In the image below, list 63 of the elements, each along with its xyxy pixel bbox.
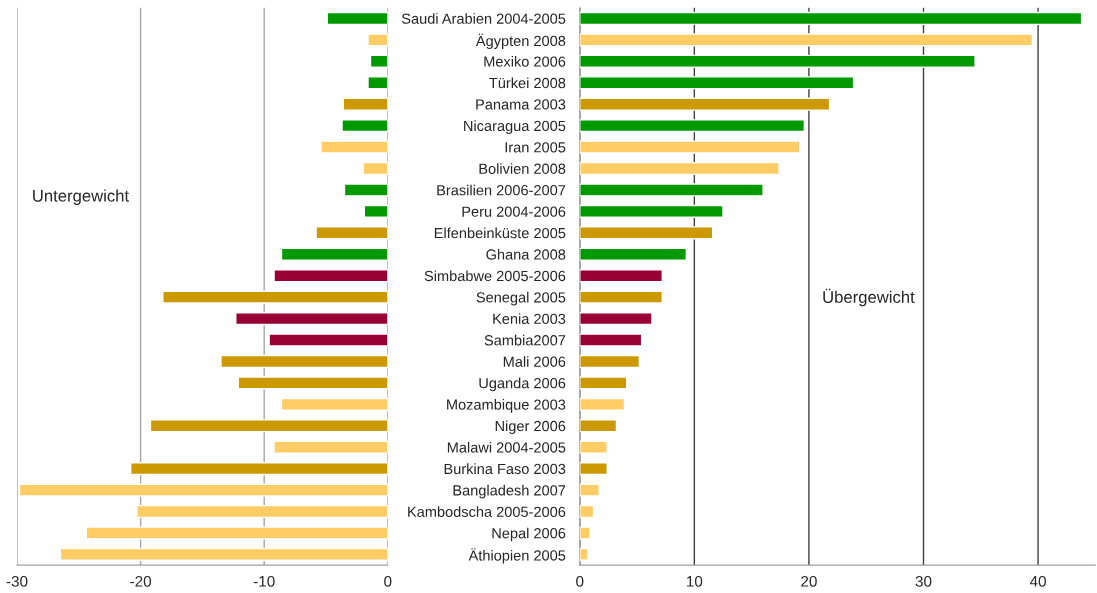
x-tick-label: -30 <box>6 575 28 587</box>
bar <box>579 440 608 454</box>
x-tick-label: -20 <box>130 575 152 587</box>
bar <box>579 269 663 283</box>
bar <box>579 247 688 261</box>
y-tick-label: Ägypten 2008 <box>475 33 566 49</box>
y-tick-label: Kambodscha 2005-2006 <box>408 506 566 517</box>
bar <box>579 183 764 197</box>
bar <box>579 333 643 347</box>
bar <box>579 11 1083 26</box>
y-tick-label: Bolivien 2008 <box>479 163 566 174</box>
y-tick-label: Kenia 2003 <box>493 313 566 325</box>
y-tick-label: Niger 2006 <box>495 420 566 435</box>
y-tick-label: Ghana 2008 <box>486 248 566 260</box>
bar <box>579 397 626 411</box>
bar <box>579 526 591 540</box>
y-tick-label: Simbabwe 2005-2006 <box>424 270 566 282</box>
bar <box>579 504 595 519</box>
bar <box>579 119 806 133</box>
x-tick-label: 30 <box>915 575 932 587</box>
y-tick-label: Nicaragua 2005 <box>464 120 566 134</box>
y-tick-label: Mozambique 2003 <box>447 399 566 413</box>
y-tick-label: Türkei 2008 <box>489 77 566 89</box>
x-tick-label: -10 <box>253 575 275 587</box>
bar <box>579 226 714 240</box>
bar <box>579 290 663 304</box>
bar <box>579 76 855 90</box>
bar <box>579 462 608 476</box>
bar <box>579 97 831 111</box>
y-tick-label: Senegal 2005 <box>476 291 566 306</box>
y-tick-label: Äthiopien 2005 <box>468 548 566 564</box>
bar <box>579 33 1034 47</box>
bar <box>579 354 641 369</box>
y-tick-label: Nepal 2006 <box>492 527 566 542</box>
x-tick-label: 10 <box>687 575 703 587</box>
y-tick-label: Mexiko 2006 <box>484 56 566 67</box>
y-tick-label: Sambia2007 <box>484 334 566 346</box>
annotation: Übergewicht <box>823 288 915 307</box>
bar <box>579 204 724 218</box>
bar <box>579 376 628 390</box>
y-tick-label: Burkina Faso 2003 <box>444 463 566 475</box>
bar <box>579 161 780 176</box>
x-tick-label: 40 <box>1029 575 1046 587</box>
x-tick-label: 0 <box>576 575 584 587</box>
y-tick-label: Elfenbeinküste 2005 <box>434 227 566 239</box>
y-tick-label: Mali 2006 <box>503 356 566 367</box>
x-tick-label: 20 <box>801 575 817 587</box>
annotation: Untergewicht <box>33 189 129 205</box>
bar <box>579 311 653 326</box>
bar <box>579 547 589 562</box>
y-tick-label: Iran 2005 <box>505 142 566 153</box>
y-tick-label: Panama 2003 <box>476 99 566 110</box>
y-tick-label: Bangladesh 2007 <box>453 484 566 499</box>
y-tick-label: Saudi Arabien 2004-2005 <box>401 13 566 24</box>
y-tick-label: Brasilien 2006-2007 <box>437 184 566 196</box>
y-tick-label: Malawi 2004-2005 <box>447 441 566 453</box>
bar <box>579 419 618 433</box>
y-tick-label: Uganda 2006 <box>479 377 566 392</box>
bar <box>579 483 600 497</box>
bar <box>579 54 976 68</box>
x-tick-label: 0 <box>384 575 392 587</box>
y-tick-label: Peru 2004-2006 <box>462 206 566 217</box>
bar <box>579 140 801 154</box>
